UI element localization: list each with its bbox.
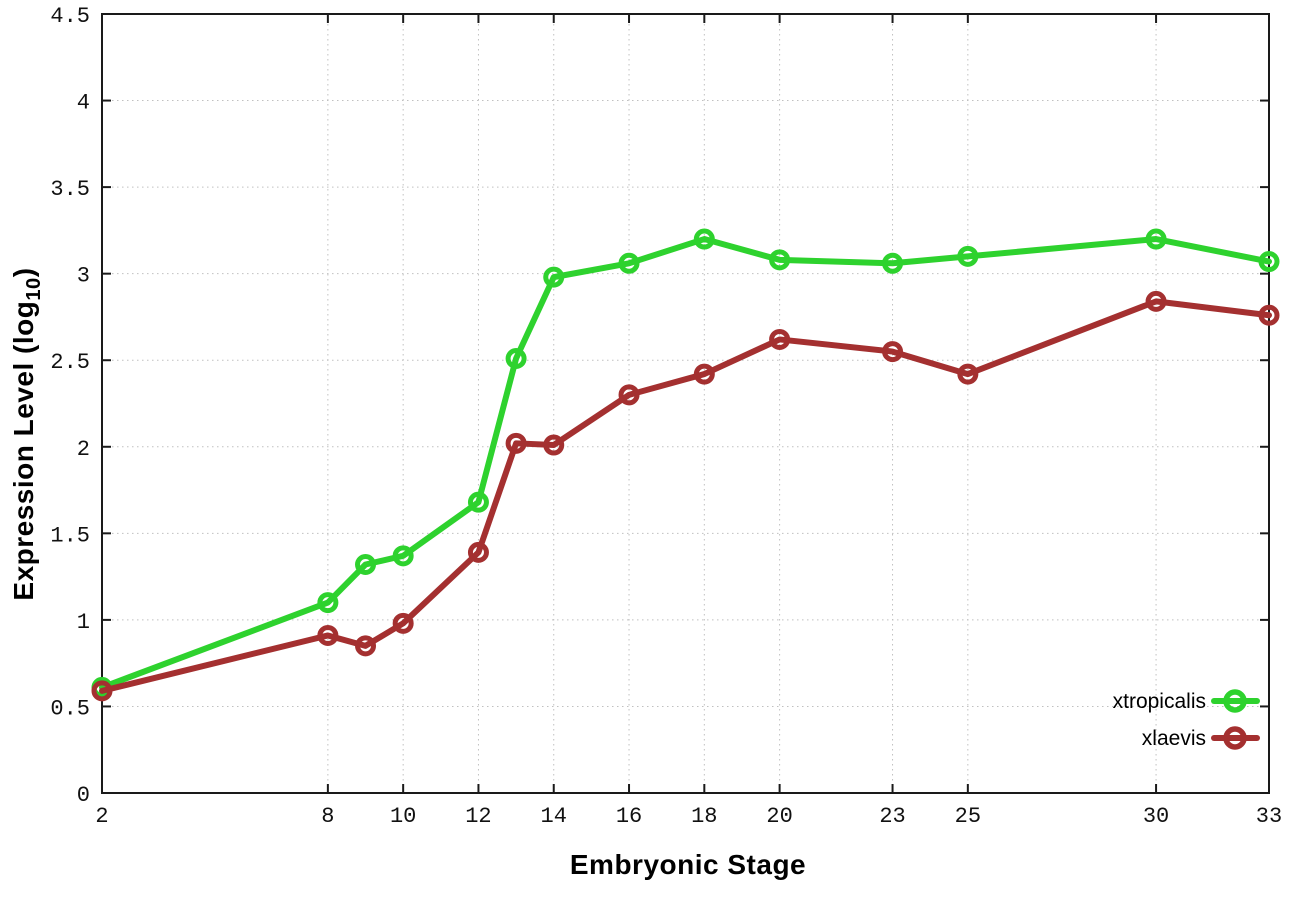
x-tick-label: 33 xyxy=(1256,804,1282,829)
legend-marker-xlaevis xyxy=(1223,726,1247,750)
x-tick-label: 16 xyxy=(616,804,642,829)
x-tick-label: 14 xyxy=(541,804,567,829)
series-xtropicalis-line xyxy=(99,236,1272,691)
series-xlaevis-marker xyxy=(1258,304,1280,326)
series-xlaevis-marker xyxy=(882,341,904,363)
series-xlaevis-marker xyxy=(91,680,113,702)
series-xtropicalis-marker xyxy=(693,228,715,250)
plot-border xyxy=(101,13,1270,794)
series-xtropicalis-marker xyxy=(355,553,377,575)
y-tick-label: 3 xyxy=(77,264,90,289)
x-tick-label: 20 xyxy=(766,804,792,829)
y-tick-label: 4 xyxy=(77,91,90,116)
series-xtropicalis-marker xyxy=(317,592,339,614)
legend-label-xlaevis: xlaevis xyxy=(1142,727,1206,750)
x-tick-label: 8 xyxy=(321,804,334,829)
x-axis-title: Embryonic Stage xyxy=(569,849,807,880)
series-xlaevis-marker xyxy=(467,541,489,563)
series-xtropicalis-marker xyxy=(1145,228,1167,250)
series-xlaevis-marker xyxy=(693,363,715,385)
y-axis-title-text: Expression Level (log xyxy=(8,300,40,601)
x-tick-label: 2 xyxy=(95,804,108,829)
x-tick-label: 12 xyxy=(465,804,491,829)
series-xlaevis-marker xyxy=(505,432,527,454)
series-xtropicalis-marker xyxy=(1258,251,1280,273)
x-tick-label: 30 xyxy=(1143,804,1169,829)
y-tick-label: 1 xyxy=(77,610,90,635)
y-tick-label: 4.5 xyxy=(50,4,90,29)
series-xtropicalis-marker xyxy=(882,252,904,274)
y-tick-label: 3.5 xyxy=(50,177,90,202)
y-tick-label: 0 xyxy=(77,783,90,808)
series-xlaevis-marker xyxy=(543,434,565,456)
series-xlaevis-marker xyxy=(355,635,377,657)
y-axis-title-close: ) xyxy=(8,267,40,278)
y-axis-title-subscript: 10 xyxy=(22,277,45,301)
series-xtropicalis-marker xyxy=(392,545,414,567)
y-tick-label: 1.5 xyxy=(50,523,90,548)
x-tick-label: 23 xyxy=(879,804,905,829)
x-tick-label: 25 xyxy=(955,804,981,829)
legend-label-xtropicalis: xtropicalis xyxy=(1113,690,1206,713)
y-axis-title: Expression Level (log10) xyxy=(8,267,46,600)
series-xlaevis-marker xyxy=(618,384,640,406)
series-xlaevis-marker xyxy=(317,624,339,646)
legend-marker-xtropicalis xyxy=(1223,689,1247,713)
y-tick-label: 0.5 xyxy=(50,696,90,721)
y-tick-label: 2.5 xyxy=(50,350,90,375)
y-tick-label: 2 xyxy=(77,437,90,462)
series-xtropicalis-marker xyxy=(543,266,565,288)
series-xlaevis-marker xyxy=(957,363,979,385)
series-xtropicalis-marker xyxy=(769,249,791,271)
series-xtropicalis-marker xyxy=(467,491,489,513)
series-xtropicalis-marker xyxy=(618,252,640,274)
series-xlaevis-marker xyxy=(769,328,791,350)
x-tick-label: 10 xyxy=(390,804,416,829)
series-xlaevis-marker xyxy=(1145,290,1167,312)
series-xtropicalis-marker xyxy=(505,347,527,369)
x-tick-label: 18 xyxy=(691,804,717,829)
series-xlaevis-marker xyxy=(392,612,414,634)
series-xtropicalis-marker xyxy=(957,245,979,267)
